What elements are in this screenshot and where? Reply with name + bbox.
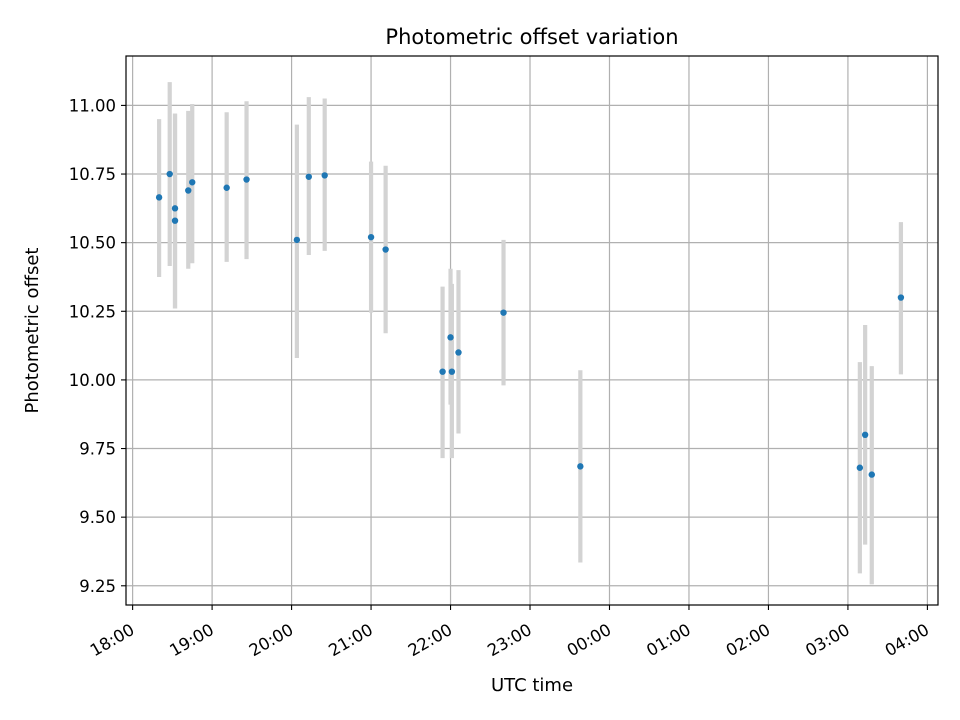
x-tick-label: 18:00	[87, 620, 138, 660]
y-tick-label: 9.75	[79, 440, 116, 459]
data-point	[321, 172, 328, 179]
y-tick-label: 10.00	[69, 371, 116, 390]
x-tick-label: 20:00	[246, 620, 297, 660]
x-tick-label: 21:00	[325, 620, 376, 660]
x-tick-label: 03:00	[802, 620, 853, 660]
x-tick-label: 19:00	[166, 620, 217, 660]
data-point	[577, 463, 584, 470]
data-point	[861, 431, 869, 439]
chart-title: Photometric offset variation	[385, 25, 678, 49]
x-tick-label: 01:00	[643, 620, 694, 660]
y-tick-label: 11.00	[69, 96, 116, 115]
x-tick-label: 00:00	[564, 620, 615, 660]
data-point	[189, 179, 196, 186]
axis-ticks: 18:00 19:00 20:00 21:00 22:00 23:00 00:00 01:00…	[69, 96, 933, 660]
grid-lines	[126, 56, 938, 605]
data-point	[293, 236, 301, 244]
data-point	[166, 170, 173, 178]
y-tick-label: 9.50	[79, 508, 116, 527]
data-point	[185, 187, 192, 194]
y-tick-label: 10.25	[69, 302, 116, 321]
data-point	[455, 349, 462, 356]
x-tick-label: 23:00	[484, 620, 535, 660]
plot-frame	[125, 55, 939, 606]
data-point	[223, 184, 230, 191]
data-point	[305, 173, 312, 180]
x-tick-label: 04:00	[882, 620, 933, 660]
x-tick-label: 22:00	[405, 620, 456, 660]
data-point	[897, 294, 905, 301]
data-point	[448, 368, 456, 375]
y-axis-label: Photometric offset	[22, 248, 43, 414]
data-point	[382, 246, 389, 253]
data-points	[155, 170, 905, 478]
data-point	[868, 471, 875, 478]
data-point	[155, 194, 163, 201]
y-tick-label: 9.25	[79, 577, 116, 596]
data-point	[367, 233, 375, 241]
data-point	[171, 205, 179, 212]
data-point	[447, 334, 454, 341]
data-point	[856, 464, 864, 471]
data-point	[243, 176, 250, 183]
y-tick-label: 10.75	[69, 165, 116, 184]
x-tick-label: 02:00	[723, 620, 774, 660]
data-point	[500, 309, 507, 316]
data-point	[171, 217, 179, 224]
x-axis-label: UTC time	[491, 675, 573, 696]
data-point	[439, 368, 446, 375]
y-tick-label: 10.50	[69, 234, 116, 253]
